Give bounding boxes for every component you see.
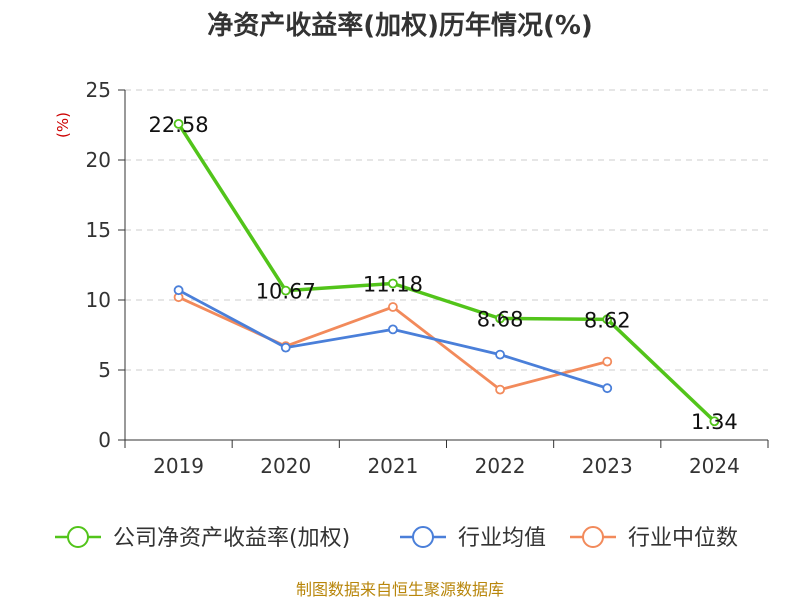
grid: [125, 89, 768, 371]
legend-item[interactable]: 行业中位数: [570, 526, 738, 551]
data-labels: 22.58 10.67 11.18 8.68 8.62 1.34: [149, 113, 738, 434]
data-point[interactable]: [173, 285, 184, 296]
x-tick-label: 2024: [689, 454, 740, 478]
y-tick-label: 0: [98, 428, 111, 452]
y-tick-label: 10: [86, 288, 111, 312]
data-label: 8.62: [584, 308, 631, 332]
legend-item[interactable]: 公司净资产收益率(加权): [55, 526, 350, 551]
data-point[interactable]: [602, 356, 613, 367]
legend-marker-icon: [412, 526, 434, 548]
data-point[interactable]: [495, 349, 505, 360]
legend-label: 行业均值: [458, 526, 546, 551]
data-point[interactable]: [388, 278, 398, 289]
x-tick-label: 2023: [582, 454, 633, 478]
legend-label: 公司净资产收益率(加权): [113, 526, 350, 551]
legend-item[interactable]: 行业均值: [400, 526, 546, 551]
series-line: [176, 122, 717, 423]
data-point[interactable]: [388, 324, 398, 335]
x-tick-label: 2019: [153, 454, 204, 478]
y-axis-label: (%): [54, 112, 72, 138]
data-point[interactable]: [495, 384, 505, 395]
data-point[interactable]: [280, 285, 291, 296]
x-tick-label: 2022: [475, 454, 526, 478]
y-tick-label: 15: [86, 218, 111, 242]
data-point[interactable]: [602, 314, 613, 325]
legend-marker-icon: [67, 526, 89, 548]
legend-label: 行业中位数: [628, 526, 738, 551]
x-tick-label: 2020: [260, 454, 311, 478]
axes: 0 5 10 15 20 25 2019 2020 2021 2022 2023 2024: [86, 78, 769, 478]
y-tick-label: 20: [86, 148, 111, 172]
x-tick-label: 2021: [367, 454, 418, 478]
data-point[interactable]: [495, 313, 505, 324]
series-layer: [173, 118, 720, 427]
y-tick-label: 5: [98, 358, 111, 382]
data-point[interactable]: [709, 416, 720, 427]
data-label: 8.68: [477, 307, 524, 331]
legend-marker-icon: [582, 526, 604, 548]
data-label: 1.34: [691, 410, 738, 434]
y-tick-label: 25: [86, 78, 111, 102]
data-point[interactable]: [388, 302, 398, 312]
data-label: 22.58: [149, 113, 209, 137]
chart-title: 净资产收益率(加权)历年情况(%): [207, 10, 593, 41]
source-note: 制图数据来自恒生聚源数据库: [296, 580, 504, 599]
data-point[interactable]: [602, 383, 613, 394]
data-label: 11.18: [363, 272, 423, 296]
legend[interactable]: 公司净资产收益率(加权) 行业均值 行业中位数: [55, 526, 738, 551]
data-label: 10.67: [256, 280, 316, 304]
data-point[interactable]: [173, 118, 184, 129]
data-point[interactable]: [280, 342, 291, 353]
